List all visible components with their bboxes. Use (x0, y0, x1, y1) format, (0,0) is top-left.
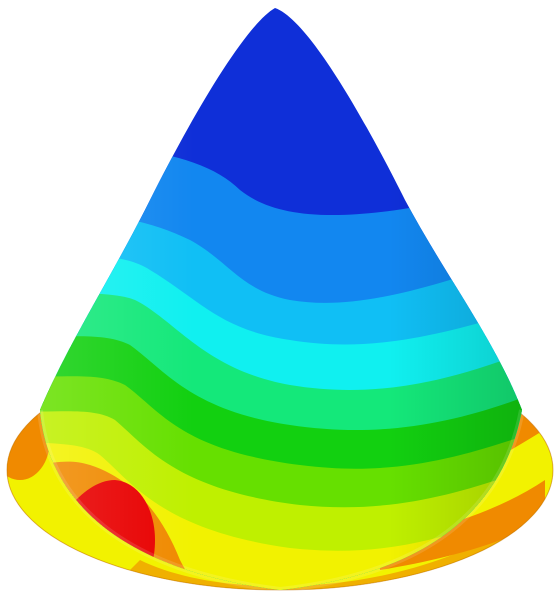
cone-rim (37, 409, 525, 591)
